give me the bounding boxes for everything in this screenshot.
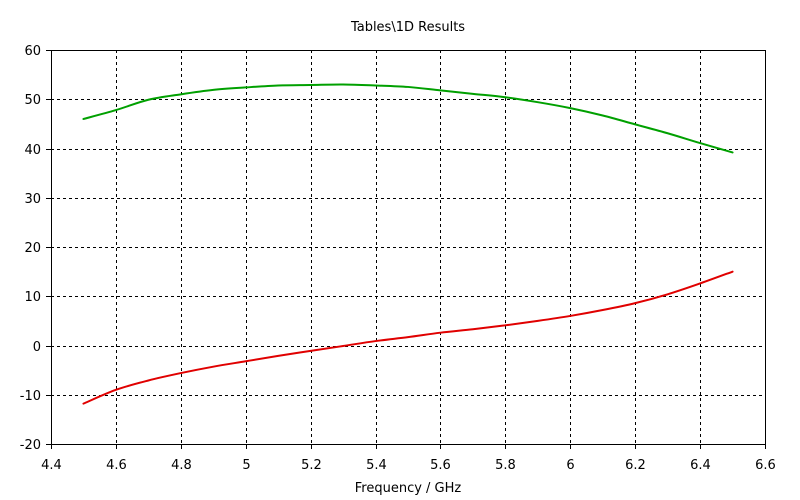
x-tick-label: 5.4 — [366, 458, 387, 473]
tick-marks — [46, 50, 766, 449]
series-line-1 — [82, 83, 734, 154]
x-tick-label: 6.2 — [625, 458, 646, 473]
x-tick-label: 5 — [242, 458, 250, 473]
chart-title: Tables\1D Results — [350, 20, 465, 35]
series-line-2 — [82, 270, 734, 405]
y-tick-label: 40 — [24, 143, 41, 158]
x-tick-label: 6.4 — [690, 458, 711, 473]
y-tick-label: -20 — [20, 438, 41, 453]
y-tick-label: 20 — [24, 241, 41, 256]
x-tick-label: 6 — [566, 458, 574, 473]
x-tick-label: 5.2 — [301, 458, 322, 473]
y-tick-label: 50 — [24, 93, 41, 108]
y-tick-label: -10 — [20, 389, 41, 404]
x-axis-label: Frequency / GHz — [355, 481, 462, 496]
y-tick-label: 60 — [24, 44, 41, 59]
series-group — [82, 83, 734, 405]
y-tick-label: 30 — [24, 192, 41, 207]
x-tick-label: 6.6 — [755, 458, 776, 473]
x-tick-label: 5.6 — [430, 458, 451, 473]
y-tick-labels: -20 -10 0 10 20 30 40 50 60 — [20, 44, 41, 453]
x-tick-label: 4.8 — [171, 458, 192, 473]
x-tick-labels: 4.4 4.6 4.8 5 5.2 5.4 5.6 5.8 6 6.2 6.4 6.6 — [41, 458, 776, 473]
x-tick-label: 4.4 — [41, 458, 62, 473]
x-tick-label: 5.8 — [495, 458, 516, 473]
grid — [51, 50, 765, 444]
y-tick-label: 10 — [24, 290, 41, 305]
y-tick-label: 0 — [33, 340, 41, 355]
plot-frame — [51, 50, 766, 445]
x-tick-label: 4.6 — [106, 458, 127, 473]
